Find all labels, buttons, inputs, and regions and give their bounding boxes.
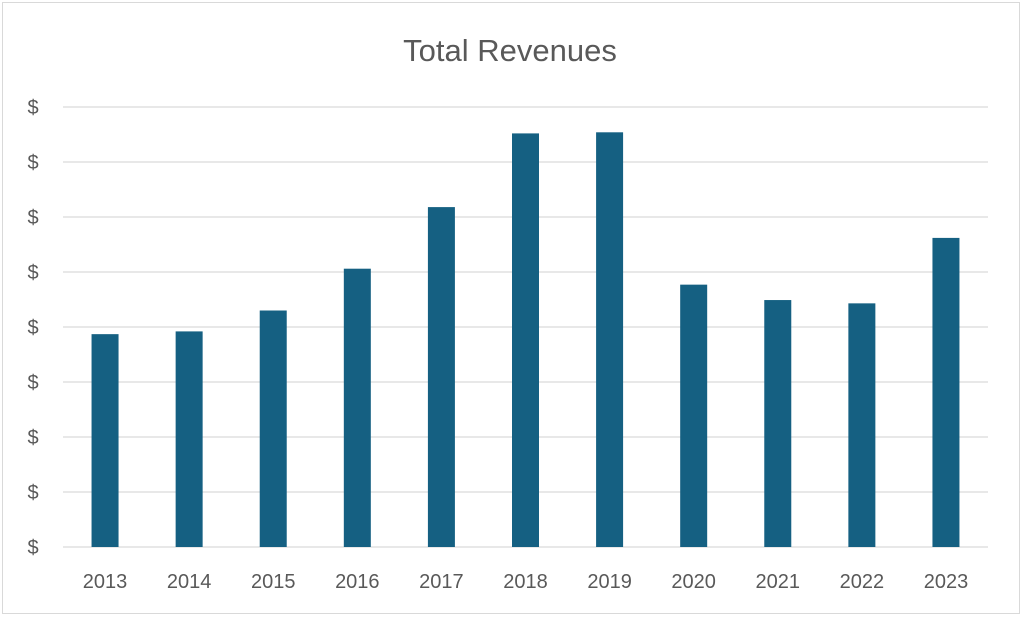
bar-2013 — [91, 334, 119, 547]
x-tick-label: 2015 — [251, 571, 296, 593]
x-axis-tick-labels: 2013 2014 2015 2016 2017 2018 2019 2020 2021 2022… — [83, 571, 968, 593]
bar-2014 — [175, 331, 203, 547]
y-tick-label: $ — [27, 207, 38, 229]
y-tick-label: $ — [27, 262, 38, 284]
y-tick-label: $ — [27, 427, 38, 449]
y-tick-label: $ — [27, 97, 38, 119]
y-tick-label: $ — [27, 317, 38, 339]
x-tick-label: 2023 — [924, 571, 969, 593]
bar-2017 — [427, 207, 455, 547]
chart-title: Total Revenues — [403, 33, 617, 68]
x-tick-label: 2022 — [840, 571, 885, 593]
bar-2018 — [512, 133, 539, 547]
y-tick-label: $ — [27, 372, 38, 394]
x-tick-label: 2018 — [503, 571, 548, 593]
bar-chart: Total Revenues $$$$$$$$$ 2013 2014 2015 201… — [27, 33, 988, 593]
bar-2015 — [259, 310, 287, 547]
x-tick-label: 2017 — [419, 571, 464, 593]
bar-2022 — [848, 303, 876, 547]
bar-2016 — [343, 268, 371, 547]
y-tick-label: $ — [27, 152, 38, 174]
bar-2020 — [680, 284, 708, 547]
y-tick-label: $ — [27, 537, 38, 559]
y-axis-tick-labels: $ $ $ $ $ $ $ $ $ — [27, 97, 38, 559]
x-tick-label: 2016 — [335, 571, 380, 593]
bar-2023 — [932, 237, 960, 547]
y-tick-label: $ — [27, 482, 38, 504]
bars — [91, 132, 960, 548]
x-tick-label: 2014 — [167, 571, 212, 593]
bar-2019 — [596, 132, 624, 548]
x-tick-label: 2021 — [756, 571, 801, 593]
x-tick-label: 2020 — [671, 571, 716, 593]
x-tick-label: 2013 — [83, 571, 128, 593]
x-tick-label: 2019 — [587, 571, 632, 593]
bar-2021 — [764, 300, 792, 547]
